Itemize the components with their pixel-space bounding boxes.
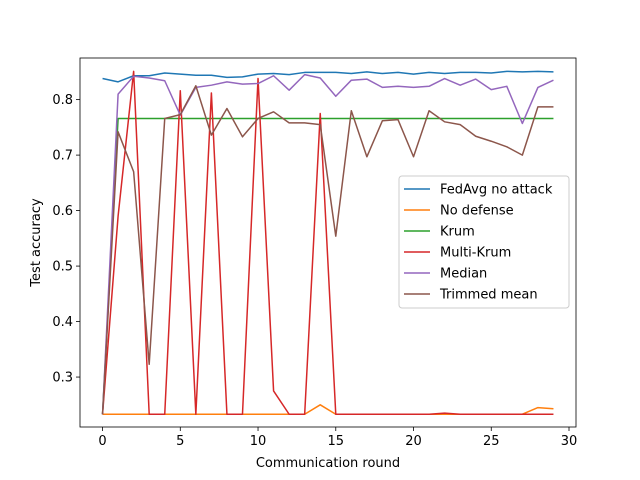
- y-axis-label: Test accuracy: [29, 198, 44, 288]
- legend-label: Trimmed mean: [439, 288, 538, 303]
- series-line-4: [101, 73, 554, 415]
- x-axis-label: Communication round: [256, 456, 400, 471]
- series-line-0: [102, 70, 554, 83]
- legend-box: [398, 175, 570, 309]
- legend: FedAvg no attack No defense Krum Multi-Krum…: [398, 175, 570, 309]
- x-tick-label: 10: [250, 434, 267, 449]
- legend-label: Median: [440, 267, 487, 282]
- series-line-5: [101, 84, 554, 415]
- x-tick-label: 20: [405, 434, 422, 449]
- legend-label: Multi-Krum: [440, 246, 511, 261]
- plot-area: [101, 70, 554, 415]
- x-tick-label: 25: [483, 434, 500, 449]
- x-tick-label: 30: [561, 434, 578, 449]
- legend-label: No defense: [440, 204, 514, 219]
- x-axis: 0 5 10 15 20 25 30: [98, 427, 577, 449]
- y-tick-label: 0.4: [52, 315, 73, 330]
- legend-label: Krum: [440, 225, 475, 240]
- x-tick-label: 5: [176, 434, 184, 449]
- series-line-3: [101, 70, 554, 415]
- y-tick-label: 0.8: [52, 93, 73, 108]
- y-tick-label: 0.5: [52, 260, 73, 275]
- axes-frame: [79, 57, 577, 428]
- series-line-1: [102, 404, 554, 415]
- y-axis: 0.3 0.4 0.5 0.6 0.7 0.8: [52, 93, 80, 386]
- y-tick-label: 0.6: [52, 204, 73, 219]
- x-tick-label: 15: [328, 434, 345, 449]
- series-line-2: [101, 117, 554, 415]
- legend-label: FedAvg no attack: [440, 183, 553, 198]
- y-tick-label: 0.7: [52, 149, 73, 164]
- y-tick-label: 0.3: [52, 371, 73, 386]
- x-tick-label: 0: [98, 434, 106, 449]
